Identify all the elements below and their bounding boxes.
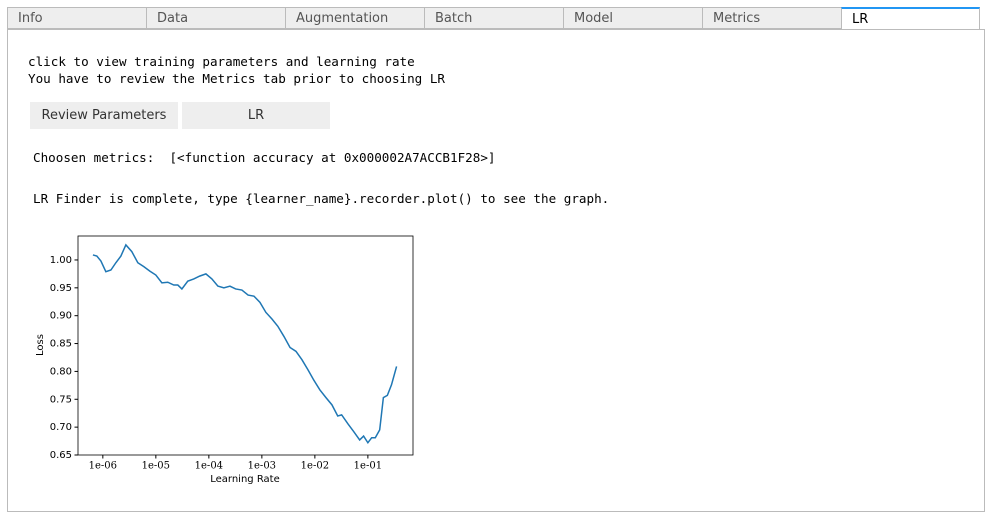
metrics-text: Choosen metrics: [<function accuracy at … <box>33 150 496 165</box>
y-tick-label: 0.90 <box>50 311 72 322</box>
y-tick-label: 0.80 <box>50 366 72 377</box>
button[interactable]: Review Parameters <box>30 102 178 129</box>
tab[interactable]: Info <box>7 7 146 29</box>
y-tick-label: 0.95 <box>50 283 72 294</box>
y-tick-label: 0.85 <box>50 339 72 350</box>
y-tick-label: 0.70 <box>50 422 72 433</box>
y-axis-label: Loss <box>35 334 46 356</box>
tab[interactable]: Data <box>146 7 285 29</box>
y-tick-label: 1.00 <box>50 255 72 266</box>
x-tick-label: 1e-02 <box>301 461 329 472</box>
button[interactable]: LR <box>182 102 330 129</box>
x-tick-label: 1e-05 <box>142 461 170 472</box>
info-line: You have to review the Metrics tab prior… <box>28 71 446 86</box>
info-line: click to view training parameters and le… <box>28 54 415 69</box>
tab[interactable]: Augmentation <box>285 7 424 29</box>
tab-panel <box>7 29 985 512</box>
x-tick-label: 1e-01 <box>354 461 382 472</box>
y-tick-label: 0.65 <box>50 450 72 461</box>
tab[interactable]: LR <box>841 7 980 29</box>
x-tick-label: 1e-03 <box>248 461 276 472</box>
status-text: LR Finder is complete, type {learner_nam… <box>33 191 610 206</box>
loss-line <box>92 243 398 445</box>
plot-frame <box>77 235 414 456</box>
chart: Loss Learning Rate 0.65 0.70 0.75 0.80 0.85 0… <box>35 235 414 485</box>
tab[interactable]: Metrics <box>702 7 841 29</box>
tab-bar: Info Data Augmentation Batch Model Metri… <box>7 7 980 30</box>
tab[interactable]: Model <box>563 7 702 29</box>
y-tick-label: 0.75 <box>50 394 72 405</box>
x-tick-label: 1e-04 <box>195 461 223 472</box>
x-axis-label: Learning Rate <box>210 474 280 485</box>
x-tick-label: 1e-06 <box>89 461 117 472</box>
tab[interactable]: Batch <box>424 7 563 29</box>
